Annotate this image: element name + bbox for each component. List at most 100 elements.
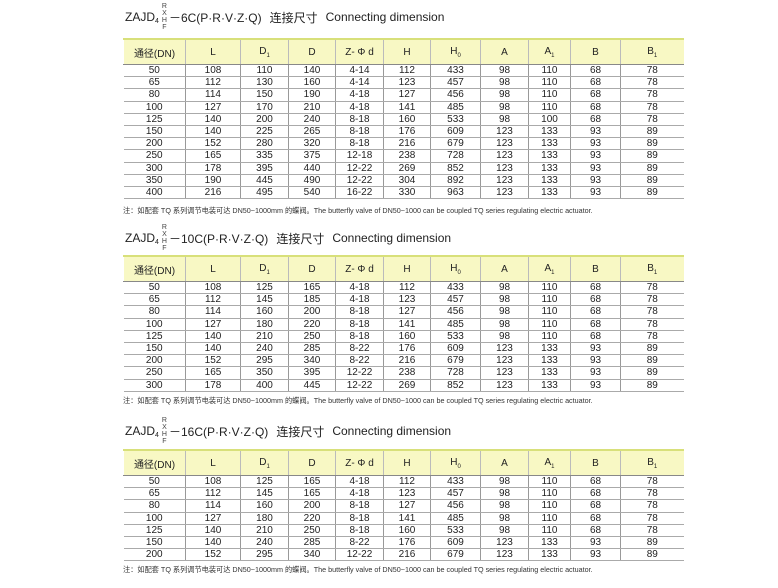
table-cell: 65 [123, 293, 186, 307]
table-cell: 127 [185, 318, 241, 331]
title-en: Connecting dimension [332, 424, 452, 438]
table-cell: 445 [288, 379, 336, 392]
column-header: L [185, 449, 241, 476]
table-cell: 112 [383, 64, 431, 78]
table-cell: 12-18 [335, 149, 384, 163]
column-header: A [480, 255, 529, 282]
table-cell: 123 [480, 366, 529, 380]
stack-letter: X [162, 424, 167, 431]
table-row: 150 140 240 285 8-22 176 609 123 133 93 89 [123, 536, 684, 550]
table-cell: 8-22 [335, 536, 384, 550]
table-cell: 127 [383, 88, 431, 102]
table-cell: 285 [288, 536, 336, 550]
column-header: D [288, 449, 336, 476]
stack-letter: H [161, 431, 167, 438]
table-cell: 150 [123, 342, 186, 356]
table-cell: 133 [528, 342, 571, 356]
table-cell: 216 [185, 186, 241, 200]
table-cell: 68 [570, 330, 621, 343]
table-cell: 100 [123, 101, 186, 114]
table-cell: 68 [570, 487, 621, 501]
table-cell: 93 [570, 366, 621, 380]
table-cell: 4-18 [335, 475, 384, 489]
table-cell: 110 [528, 524, 571, 537]
table-cell: 93 [570, 174, 621, 187]
table-cell: 127 [185, 101, 241, 114]
dimension-table: 通径(DN) L D1 D Z- Φ d H H0 A A1 B B1 50 108 125 165 4-18… [123, 449, 684, 562]
table-cell: 200 [240, 113, 289, 126]
table-cell: 141 [383, 512, 431, 525]
table-cell: 140 [185, 330, 241, 343]
table-cell: 200 [288, 499, 336, 513]
table-cell: 12-22 [335, 174, 384, 187]
table-cell: 68 [570, 76, 621, 90]
column-header: D [288, 255, 336, 282]
table-cell: 78 [620, 499, 684, 513]
table-cell: 140 [185, 536, 241, 550]
table-cell: 8-22 [335, 342, 384, 356]
table-cell: 185 [288, 293, 336, 307]
table-cell: 78 [620, 487, 684, 501]
table-cell: 679 [430, 548, 481, 562]
table-row: 50 108 110 140 4-14 112 433 98 110 68 78 [123, 64, 684, 78]
table-cell: 98 [480, 293, 529, 307]
table-cell: 728 [430, 366, 481, 380]
stack-letter: R [161, 417, 167, 424]
table-cell: 110 [528, 475, 571, 489]
table-cell: 65 [123, 76, 186, 90]
table-cell: 123 [480, 174, 529, 187]
stack-letter: H [161, 17, 167, 24]
table-cell: 150 [123, 125, 186, 139]
table-cell: 93 [570, 125, 621, 139]
table-cell: 110 [528, 281, 571, 295]
dimension-table: 通径(DN) L D1 D Z- Φ d H H0 A A1 B B1 50 108 125 165 4-18… [123, 255, 684, 392]
table-cell: 98 [480, 64, 529, 78]
table-cell: 335 [240, 149, 289, 163]
table-cell: 68 [570, 281, 621, 295]
stack-letter: X [162, 231, 167, 238]
table-cell: 133 [528, 162, 571, 175]
table-cell: 78 [620, 512, 684, 525]
table-cell: 133 [528, 125, 571, 139]
table-cell: 679 [430, 137, 481, 151]
table-cell: 78 [620, 318, 684, 331]
table-cell: 89 [620, 186, 684, 200]
table-cell: 165 [288, 281, 336, 295]
table-cell: 68 [570, 524, 621, 537]
table-cell: 78 [620, 293, 684, 307]
table-cell: 165 [288, 487, 336, 501]
table-cell: 8-18 [335, 305, 384, 319]
table-cell: 200 [288, 305, 336, 319]
table-cell: 8-18 [335, 137, 384, 151]
title-cn: 连接尺寸 [269, 10, 318, 25]
table-cell: 165 [185, 149, 241, 163]
table-cell: 8-22 [335, 354, 384, 368]
table-cell: 8-18 [335, 524, 384, 537]
table-cell: 265 [288, 125, 336, 139]
table-cell: 78 [620, 88, 684, 102]
title-en: Connecting dimension [332, 231, 452, 245]
table-cell: 98 [480, 281, 529, 295]
table-cell: 93 [570, 354, 621, 368]
table-cell: 133 [528, 149, 571, 163]
table-cell: 133 [528, 366, 571, 380]
table-cell: 78 [620, 101, 684, 114]
table-cell: 123 [480, 536, 529, 550]
table-cell: 12-22 [335, 366, 384, 380]
table-cell: 133 [528, 379, 571, 392]
table-cell: 68 [570, 113, 621, 126]
title-model: ZAJD [125, 231, 155, 245]
table-cell: 123 [480, 149, 529, 163]
table-cell: 609 [430, 125, 481, 139]
table-cell: 456 [430, 499, 481, 513]
table-cell: 295 [240, 548, 289, 562]
column-header: 通径(DN) [123, 255, 186, 282]
footnote: 注：如配套 TQ 系列调节电装可达 DN50~1000mm 的蝶阀。The bu… [123, 565, 593, 574]
table-cell: 133 [528, 548, 571, 562]
table-cell: 12-22 [335, 162, 384, 175]
stack-letter: F [162, 24, 167, 31]
table-cell: 78 [620, 330, 684, 343]
title-subscript: 4 [155, 17, 159, 25]
